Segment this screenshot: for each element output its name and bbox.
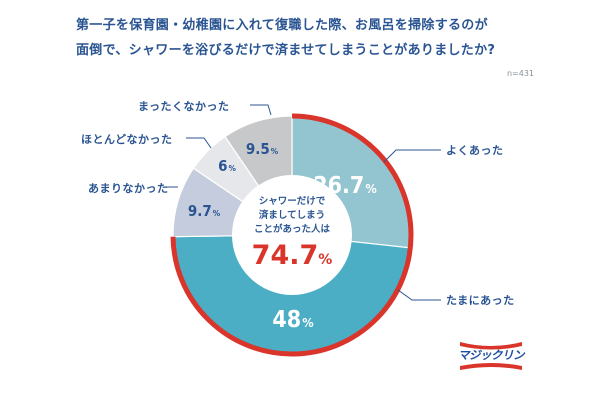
center-caption-line-1: シャワーだけで bbox=[258, 196, 326, 207]
logo-text: マジックリン bbox=[458, 348, 525, 362]
label-often: よくあった bbox=[446, 144, 504, 157]
value-almost-never: 6% bbox=[218, 157, 236, 175]
highlight-ring bbox=[170, 113, 414, 357]
title-line-2: 面倒で、シャワーを浴びるだけで済ませてしまうことがありましたか? bbox=[76, 43, 496, 58]
value-never: 9.5% bbox=[245, 140, 279, 158]
center-caption-line-3: ことがあった人は bbox=[253, 224, 330, 235]
value-sometimes: 48% bbox=[272, 307, 314, 333]
label-never: まったくなかった bbox=[138, 100, 230, 113]
sample-size: n=431 bbox=[506, 69, 534, 78]
value-rarely: 9.7% bbox=[187, 202, 221, 220]
center-hole bbox=[232, 175, 352, 295]
brand-logo: マジックリン bbox=[458, 338, 525, 374]
center-total-value: 74.7% bbox=[251, 240, 333, 271]
value-often: 26.7% bbox=[313, 173, 377, 199]
label-sometimes: たまにあった bbox=[446, 294, 515, 307]
label-rarely: あまりなかった bbox=[88, 182, 169, 195]
center-caption: シャワーだけで 済ましてしまう ことがあった人は bbox=[232, 195, 352, 237]
center-caption-line-2: 済ましてしまう bbox=[258, 210, 326, 221]
title-line-1: 第一子を保育園・幼稚園に入れて復職した際、お風呂を掃除するのが bbox=[76, 18, 488, 33]
leader-lines bbox=[164, 104, 441, 301]
chart-title: 第一子を保育園・幼稚園に入れて復職した際、お風呂を掃除するのが 面倒で、シャワー… bbox=[76, 13, 536, 63]
label-almost-never: ほとんどなかった bbox=[81, 133, 173, 146]
